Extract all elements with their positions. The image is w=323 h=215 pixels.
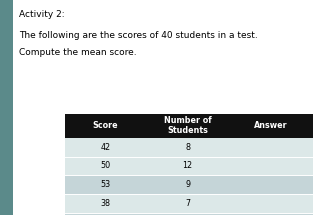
Text: 42: 42: [100, 143, 111, 152]
Text: The following are the scores of 40 students in a test.: The following are the scores of 40 stude…: [19, 31, 258, 40]
FancyBboxPatch shape: [65, 213, 313, 215]
Text: 12: 12: [182, 161, 193, 170]
Text: 50: 50: [100, 161, 111, 170]
Text: 9: 9: [185, 180, 190, 189]
FancyBboxPatch shape: [65, 175, 313, 194]
FancyBboxPatch shape: [65, 157, 313, 175]
Text: Activity 2:: Activity 2:: [19, 10, 65, 19]
Text: Number of
Students: Number of Students: [164, 116, 212, 135]
Text: 38: 38: [101, 199, 111, 208]
FancyBboxPatch shape: [65, 138, 313, 157]
Text: Score: Score: [93, 121, 119, 130]
Text: 7: 7: [185, 199, 190, 208]
Text: 53: 53: [100, 180, 111, 189]
Text: 8: 8: [185, 143, 190, 152]
Text: Compute the mean score.: Compute the mean score.: [19, 48, 137, 57]
FancyBboxPatch shape: [65, 114, 313, 138]
Text: Answer: Answer: [254, 121, 288, 130]
FancyBboxPatch shape: [65, 194, 313, 213]
